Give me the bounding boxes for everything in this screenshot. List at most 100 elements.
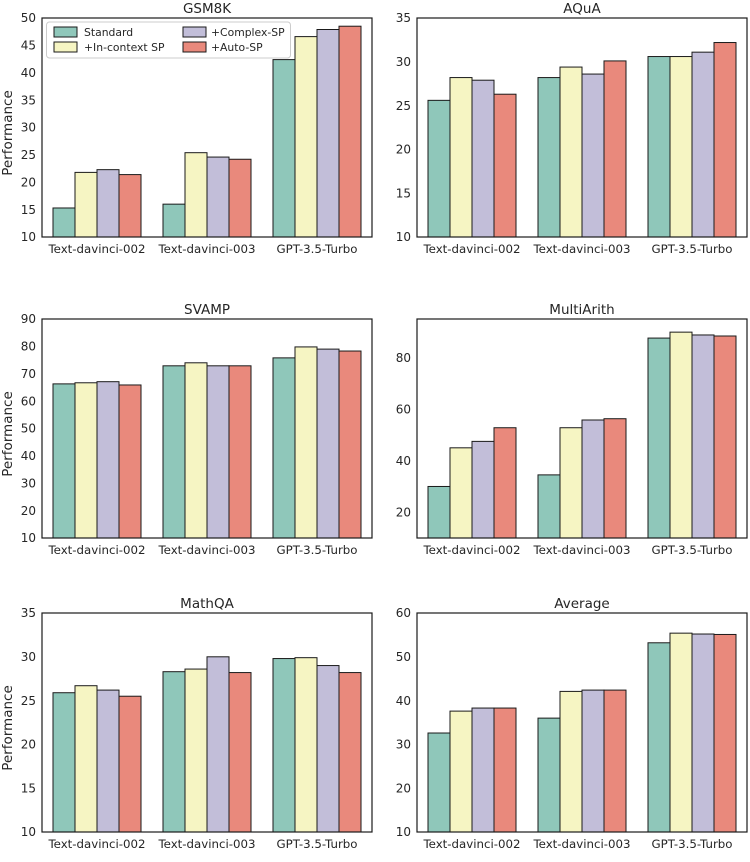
bar-+In-context SP-Text-davinci-002 (449, 77, 473, 238)
bar-+In-context SP-Text-davinci-002 (449, 447, 473, 539)
bar-Standard-Text-davinci-002 (52, 692, 76, 833)
y-tick-label: 10 (396, 230, 411, 244)
bar-+Complex-SP-Text-davinci-003 (206, 365, 230, 539)
bar-+Auto-SP-GPT-3.5-Turbo (713, 335, 737, 539)
bar-+Complex-SP-Text-davinci-002 (471, 440, 495, 539)
y-tick-label: 10 (21, 531, 36, 545)
bar-+In-context SP-Text-davinci-002 (449, 710, 473, 833)
chart-title: MathQA (180, 596, 234, 612)
y-tick-label: 35 (21, 606, 36, 620)
y-tick-label: 60 (396, 606, 411, 620)
y-tick-label: 40 (21, 66, 36, 80)
bar-+Complex-SP-Text-davinci-003 (206, 656, 230, 833)
bar-+Complex-SP-Text-davinci-003 (581, 419, 605, 539)
x-tick-label: Text-davinci-002 (422, 837, 520, 851)
bar-+In-context SP-Text-davinci-003 (559, 427, 583, 539)
x-tick-label: GPT-3.5-Turbo (276, 242, 357, 256)
chart-svamp: SVAMP 10 20 30 40 50 60 70 80 90 Text-davinci-002 T… (0, 301, 375, 568)
y-tick-label: 25 (396, 99, 411, 113)
bar-+Auto-SP-GPT-3.5-Turbo (713, 633, 737, 833)
bar-+Complex-SP-GPT-3.5-Turbo (316, 348, 340, 539)
y-tick-label: 15 (21, 781, 36, 795)
y-tick-label: 20 (21, 738, 36, 752)
legend-box (46, 21, 291, 59)
bar-+Auto-SP-Text-davinci-002 (118, 695, 142, 833)
bar-+Complex-SP-Text-davinci-003 (581, 689, 605, 833)
bar-+In-context SP-GPT-3.5-Turbo (669, 56, 693, 238)
chart-canvas: Average 10 20 30 40 50 60 Text-davinci-002 Text-… (396, 596, 748, 851)
bar-+Complex-SP-Text-davinci-002 (471, 79, 495, 238)
chart-title: AQuA (563, 1, 601, 17)
x-tick-label: GPT-3.5-Turbo (276, 543, 357, 557)
plot-border (416, 612, 748, 833)
bar-Standard-Text-davinci-003 (537, 77, 561, 238)
x-tick-label: Text-davinci-002 (47, 543, 145, 557)
x-tick-label: Text-davinci-002 (422, 543, 520, 557)
legend-label: +Complex-SP (211, 26, 285, 39)
bar-+In-context SP-Text-davinci-003 (559, 66, 583, 238)
bar-Standard-GPT-3.5-Turbo (272, 357, 296, 539)
bar-+Complex-SP-GPT-3.5-Turbo (316, 665, 340, 833)
bar-Standard-Text-davinci-003 (537, 717, 561, 833)
bar-Standard-Text-davinci-003 (162, 203, 186, 238)
chart-canvas: SVAMP 10 20 30 40 50 60 70 80 90 Text-davinci-002 T… (0, 302, 373, 557)
y-tick-label: 25 (21, 148, 36, 162)
chart-canvas: MultiArith 20 40 60 80 Text-davinci-002 Text-d… (396, 302, 748, 557)
y-tick-label: 10 (396, 825, 411, 839)
bar-+In-context SP-Text-davinci-002 (74, 171, 98, 238)
y-tick-label: 80 (396, 351, 411, 365)
y-tick-label: 15 (21, 203, 36, 217)
bar-Standard-Text-davinci-002 (427, 732, 451, 833)
chart-title: Average (554, 596, 609, 612)
y-tick-label: 50 (21, 11, 36, 25)
y-tick-label: 30 (21, 650, 36, 664)
plot-border (416, 17, 748, 238)
legend-swatch-Standard (53, 26, 78, 38)
y-tick-label: 10 (21, 825, 36, 839)
y-tick-label: 35 (396, 11, 411, 25)
y-tick-label: 30 (21, 476, 36, 490)
bar-+Complex-SP-Text-davinci-002 (471, 707, 495, 833)
y-tick-label: 40 (21, 449, 36, 463)
plot-border (41, 17, 373, 238)
x-tick-label: Text-davinci-002 (47, 837, 145, 851)
y-axis-label: Performance (0, 685, 16, 771)
bar-+Auto-SP-Text-davinci-003 (228, 365, 252, 539)
bar-+Complex-SP-GPT-3.5-Turbo (691, 633, 715, 833)
x-tick-label: GPT-3.5-Turbo (651, 543, 732, 557)
bar-+In-context SP-Text-davinci-002 (74, 382, 98, 539)
bar-+Auto-SP-Text-davinci-002 (493, 93, 517, 238)
bar-+Auto-SP-Text-davinci-003 (603, 60, 627, 238)
chart-title: SVAMP (184, 302, 230, 318)
legend-swatch-+Complex-SP (182, 26, 207, 38)
chart-mathqa: MathQA 10 15 20 25 30 35 Text-davinci-002 Text-d… (0, 595, 375, 862)
y-tick-label: 50 (396, 650, 411, 664)
y-tick-label: 25 (21, 694, 36, 708)
bar-Standard-Text-davinci-002 (52, 207, 76, 238)
chart-multiarith: MultiArith 20 40 60 80 Text-davinci-002 Text-d… (375, 301, 750, 568)
y-tick-label: 60 (21, 394, 36, 408)
bar-+Auto-SP-GPT-3.5-Turbo (338, 672, 362, 833)
bar-+Complex-SP-Text-davinci-003 (206, 156, 230, 238)
x-tick-label: Text-davinci-003 (532, 837, 630, 851)
y-tick-label: 30 (396, 738, 411, 752)
x-tick-label: Text-davinci-003 (157, 837, 255, 851)
chart-gsm8k: GSM8K 10 15 20 25 30 35 40 45 50 Text-davinci-002 T… (0, 0, 375, 267)
y-tick-label: 20 (21, 175, 36, 189)
chart-canvas: GSM8K 10 15 20 25 30 35 40 45 50 Text-davinci-002 T… (0, 1, 373, 256)
y-tick-label: 35 (21, 93, 36, 107)
bar-+Auto-SP-Text-davinci-003 (603, 689, 627, 833)
bar-Standard-GPT-3.5-Turbo (647, 337, 671, 539)
x-tick-label: Text-davinci-003 (157, 543, 255, 557)
y-tick-label: 20 (396, 781, 411, 795)
bar-Standard-Text-davinci-003 (162, 365, 186, 539)
y-tick-label: 70 (21, 367, 36, 381)
bar-+Complex-SP-GPT-3.5-Turbo (691, 51, 715, 238)
chart-canvas: AQuA 10 15 20 25 30 35 Text-davinci-002 Text-dav… (396, 1, 748, 256)
bar-+In-context SP-Text-davinci-002 (74, 685, 98, 833)
legend-label: +Auto-SP (211, 41, 263, 54)
y-tick-label: 40 (396, 454, 411, 468)
legend-swatch-+Auto-SP (182, 41, 207, 53)
bar-+Auto-SP-Text-davinci-002 (118, 174, 142, 238)
